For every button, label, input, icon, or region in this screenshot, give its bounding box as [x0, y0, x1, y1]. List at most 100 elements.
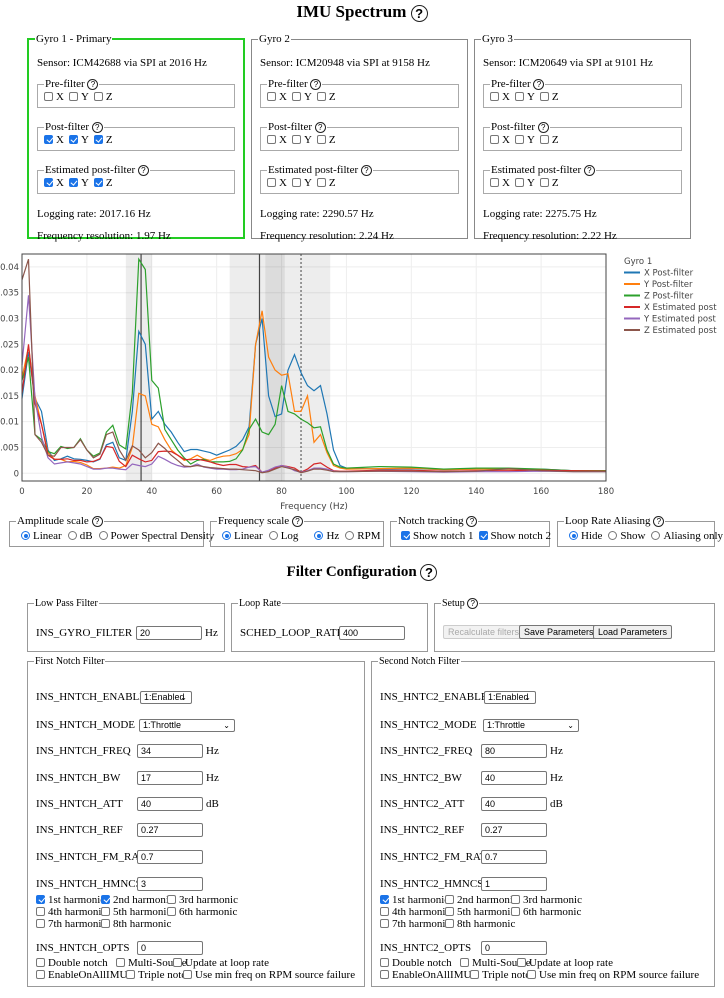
- est-x-checkbox[interactable]: [44, 178, 53, 187]
- option-6-checkbox[interactable]: [183, 970, 192, 979]
- show-notch-1-checkbox[interactable]: [401, 531, 410, 540]
- frequency-scale-log-radio[interactable]: [268, 531, 278, 540]
- harmonic-2-checkbox[interactable]: [101, 895, 110, 904]
- post-x-checkbox[interactable]: [44, 135, 53, 144]
- amplitude-power-spectral-density-radio[interactable]: [98, 531, 108, 540]
- pre-z-checkbox[interactable]: [93, 92, 103, 101]
- show-notch-2-checkbox[interactable]: [478, 531, 488, 540]
- option-4-checkbox[interactable]: [380, 970, 389, 979]
- help-icon[interactable]: ?: [653, 515, 665, 527]
- help-icon[interactable]: ?: [466, 515, 478, 527]
- aliasing-hide-radio[interactable]: [569, 531, 578, 540]
- post-x-checkbox[interactable]: [490, 135, 499, 144]
- help-icon[interactable]: ?: [583, 164, 595, 176]
- save-parameters-button[interactable]: Save Parameters: [519, 625, 599, 640]
- freq-input[interactable]: 34: [137, 744, 203, 758]
- option-3-checkbox[interactable]: [173, 958, 182, 967]
- est-z-checkbox[interactable]: [316, 178, 326, 187]
- pre-x-checkbox[interactable]: [267, 92, 276, 101]
- harmonic-5-checkbox[interactable]: [101, 907, 110, 916]
- harmonic-4-checkbox[interactable]: [380, 907, 389, 916]
- frequency-unit-rpm-radio[interactable]: [345, 531, 355, 540]
- mode-select[interactable]: 1:Throttle ⌄: [139, 719, 235, 732]
- legend-entry[interactable]: Z Post-filter: [644, 292, 694, 302]
- bw-input[interactable]: 40: [481, 771, 547, 785]
- option-5-checkbox[interactable]: [126, 970, 135, 979]
- legend-entry[interactable]: Y Estimated post: [643, 315, 717, 325]
- est-z-checkbox[interactable]: [539, 178, 549, 187]
- help-icon[interactable]: ?: [91, 121, 103, 133]
- est-y-checkbox[interactable]: [68, 178, 78, 187]
- hmncs-input[interactable]: 1: [481, 877, 547, 891]
- series-line-2[interactable]: [21, 310, 606, 472]
- pre-z-checkbox[interactable]: [539, 92, 549, 101]
- help-icon[interactable]: ?: [533, 78, 545, 90]
- freq-input[interactable]: 80: [481, 744, 547, 758]
- harmonic-8-checkbox[interactable]: [101, 919, 110, 928]
- frequency-scale-linear-radio[interactable]: [222, 531, 231, 540]
- series-line-6[interactable]: [21, 259, 606, 474]
- post-y-checkbox[interactable]: [514, 135, 524, 144]
- option-2-checkbox[interactable]: [116, 958, 125, 967]
- att-input[interactable]: 40: [137, 797, 203, 811]
- aliasing-show-radio[interactable]: [608, 531, 618, 540]
- help-icon[interactable]: ?: [420, 564, 438, 582]
- spectrum-chart[interactable]: 0 20 40 60 80 100 120 140 160 180 0 0.005 0.01 0.015 0…: [0, 250, 724, 515]
- help-icon[interactable]: ?: [310, 78, 322, 90]
- option-2-checkbox[interactable]: [460, 958, 469, 967]
- legend-entry[interactable]: Y Post-filter: [643, 280, 693, 290]
- post-z-checkbox[interactable]: [316, 135, 326, 144]
- harmonic-2-checkbox[interactable]: [445, 895, 454, 904]
- legend-entry[interactable]: X Post-filter: [644, 269, 694, 279]
- est-y-checkbox[interactable]: [514, 178, 524, 187]
- bw-input[interactable]: 17: [137, 771, 203, 785]
- harmonic-1-checkbox[interactable]: [36, 895, 45, 904]
- ref-input[interactable]: 0.27: [137, 823, 203, 837]
- harmonic-6-checkbox[interactable]: [167, 907, 176, 916]
- opts-input[interactable]: 0: [481, 941, 547, 955]
- mode-select[interactable]: 1:Throttle ⌄: [483, 719, 579, 732]
- legend-entry[interactable]: Z Estimated post: [644, 326, 717, 336]
- help-icon[interactable]: ?: [87, 78, 99, 90]
- harmonic-7-checkbox[interactable]: [380, 919, 389, 928]
- fmrat-input[interactable]: 0.7: [137, 850, 203, 864]
- option-4-checkbox[interactable]: [36, 970, 45, 979]
- help-icon[interactable]: ?: [467, 598, 479, 610]
- option-3-checkbox[interactable]: [517, 958, 526, 967]
- amplitude-db-radio[interactable]: [67, 531, 77, 540]
- hmncs-input[interactable]: 3: [137, 877, 203, 891]
- load-parameters-button[interactable]: Load Parameters: [593, 625, 673, 640]
- post-z-checkbox[interactable]: [539, 135, 549, 144]
- enable-select[interactable]: 1:Enabled ⌄: [484, 691, 536, 704]
- series-line-1[interactable]: [21, 318, 606, 472]
- help-icon[interactable]: ?: [291, 515, 303, 527]
- harmonic-1-checkbox[interactable]: [380, 895, 389, 904]
- pre-y-checkbox[interactable]: [291, 92, 301, 101]
- help-icon[interactable]: ?: [410, 4, 428, 22]
- post-y-checkbox[interactable]: [291, 135, 301, 144]
- pre-x-checkbox[interactable]: [490, 92, 499, 101]
- enable-select[interactable]: 1:Enabled ⌄: [140, 691, 192, 704]
- help-icon[interactable]: ?: [314, 121, 326, 133]
- harmonic-5-checkbox[interactable]: [445, 907, 454, 916]
- pre-y-checkbox[interactable]: [68, 92, 78, 101]
- ins-gyro-filter-input[interactable]: 20: [136, 626, 202, 640]
- ref-input[interactable]: 0.27: [481, 823, 547, 837]
- frequency-unit-hz-radio[interactable]: [314, 531, 324, 540]
- harmonic-4-checkbox[interactable]: [36, 907, 45, 916]
- aliasing-aliasing-only-radio[interactable]: [651, 531, 661, 540]
- recalculate-filters-button[interactable]: Recalculate filters: [443, 625, 525, 640]
- help-icon[interactable]: ?: [91, 515, 103, 527]
- att-input[interactable]: 40: [481, 797, 547, 811]
- harmonic-3-checkbox[interactable]: [511, 895, 520, 904]
- help-icon[interactable]: ?: [137, 164, 149, 176]
- est-x-checkbox[interactable]: [267, 178, 276, 187]
- help-icon[interactable]: ?: [537, 121, 549, 133]
- sched-loop-rate-input[interactable]: 400: [339, 626, 405, 640]
- harmonic-3-checkbox[interactable]: [167, 895, 176, 904]
- fmrat-input[interactable]: 0.7: [481, 850, 547, 864]
- amplitude-linear-radio[interactable]: [21, 531, 30, 540]
- post-z-checkbox[interactable]: [93, 135, 103, 144]
- pre-z-checkbox[interactable]: [316, 92, 326, 101]
- option-6-checkbox[interactable]: [527, 970, 536, 979]
